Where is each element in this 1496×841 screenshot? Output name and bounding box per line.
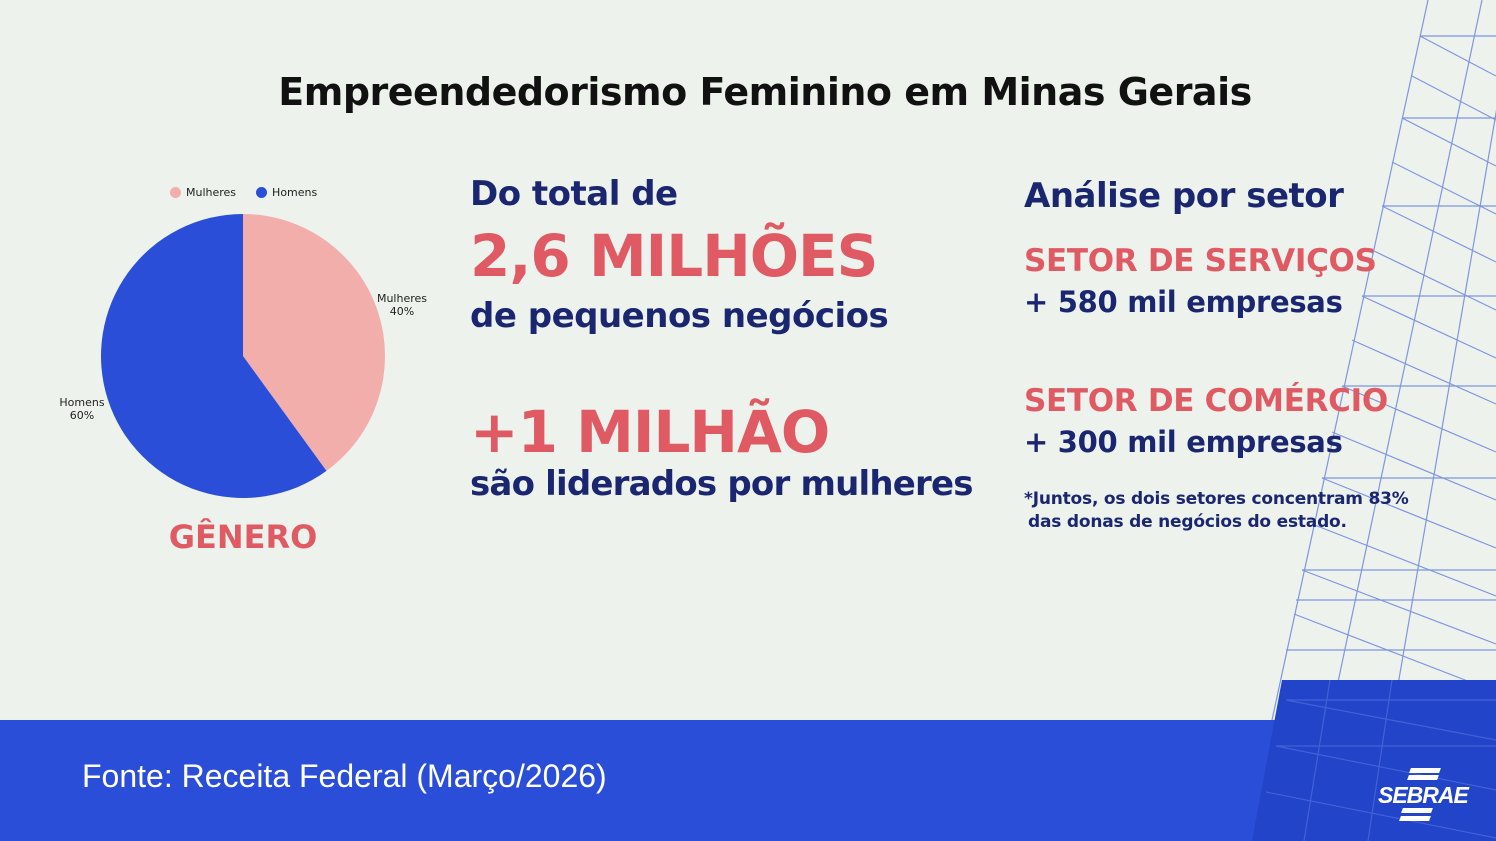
gender-pie-chart — [101, 213, 386, 498]
women-led-label: são liderados por mulheres — [470, 464, 973, 504]
pie-label-homens-name: Homens — [59, 396, 105, 409]
pie-label-homens-value: 60% — [69, 409, 95, 422]
commerce-sector-value: + 300 mil empresas — [1024, 425, 1343, 459]
sebrae-logo-text: SEBRAE — [1378, 782, 1469, 808]
sector-footnote-line2: das donas de negócios do estado. — [1028, 512, 1347, 532]
pie-slice-homens — [101, 213, 327, 498]
pie-slice-mulheres — [243, 214, 386, 471]
pie-label-mulheres-name: Mulheres — [376, 292, 428, 305]
services-sector-title: SETOR DE SERVIÇOS — [1024, 243, 1377, 279]
pie-label-mulheres-value: 40% — [389, 305, 415, 318]
legend-swatch-mulheres — [170, 187, 181, 198]
women-led-value: +1 MILHÃO — [470, 398, 830, 466]
page-title: Empreendedorismo Feminino em Minas Gerai… — [278, 70, 1252, 114]
chart-caption: GÊNERO — [168, 518, 318, 556]
source-citation: Fonte: Receita Federal (Março/2026) — [82, 758, 607, 794]
commerce-sector-title: SETOR DE COMÉRCIO — [1024, 383, 1388, 419]
legend-item-homens: Homens — [256, 186, 317, 199]
total-businesses-value: 2,6 MILHÕES — [470, 222, 878, 290]
services-sector-value: + 580 mil empresas — [1024, 285, 1343, 319]
total-businesses-label: de pequenos negócios — [470, 296, 889, 336]
legend-label-mulheres: Mulheres — [186, 186, 237, 199]
pie-label-mulheres: Mulheres 40% — [370, 292, 434, 318]
sector-footnote-line1: *Juntos, os dois setores concentram 83% — [1024, 489, 1409, 509]
legend-label-homens: Homens — [272, 186, 318, 199]
chart-legend: Mulheres Homens — [170, 186, 337, 199]
legend-swatch-homens — [256, 187, 268, 198]
sector-analysis-heading: Análise por setor — [1024, 176, 1344, 216]
sebrae-logo: SEBRAE — [1378, 768, 1478, 824]
sector-footnote: *Juntos, os dois setores concentram 83% … — [1024, 488, 1409, 534]
pie-label-homens: Homens 60% — [52, 396, 112, 422]
legend-item-mulheres: Mulheres — [170, 186, 236, 199]
footer-bar: Fonte: Receita Federal (Março/2026) — [0, 720, 1496, 841]
total-intro: Do total de — [470, 174, 678, 214]
